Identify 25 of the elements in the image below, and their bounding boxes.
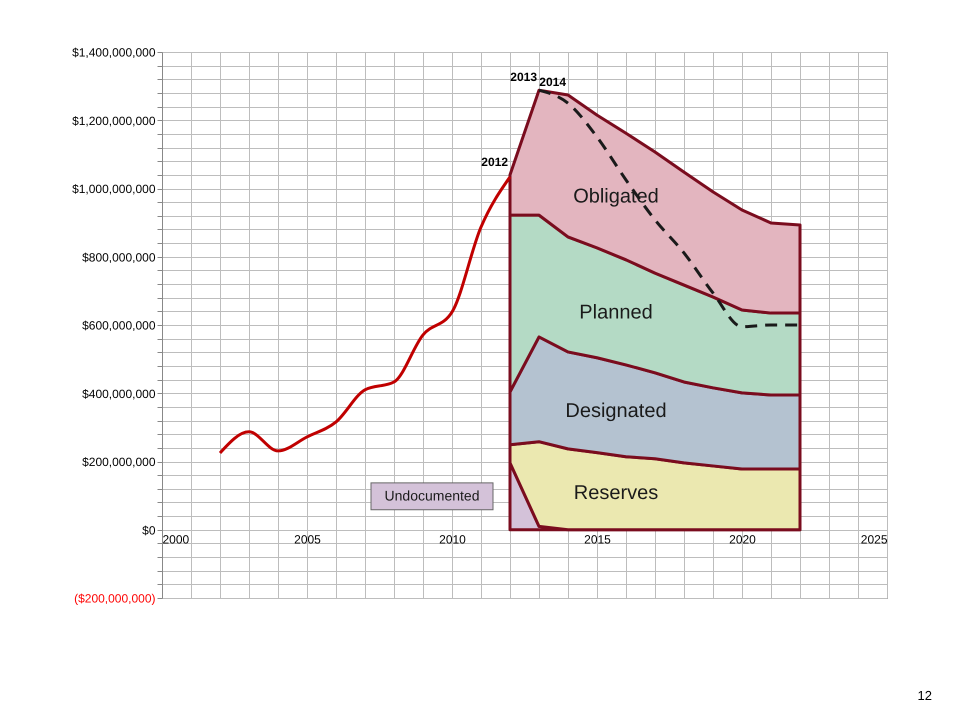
x-tick-label: 2025 — [860, 532, 888, 546]
x-tick-label: 2010 — [439, 532, 466, 546]
y-tick-label: $400,000,000 — [82, 386, 156, 401]
y-tick-label: $1,000,000,000 — [72, 182, 156, 196]
y-tick-label: $200,000,000 — [82, 455, 156, 469]
series-label: Reserves — [574, 482, 658, 504]
line-series — [218, 175, 512, 454]
x-tick-label: 2000 — [162, 532, 190, 546]
text: Undocumented — [384, 487, 480, 504]
text: 12 — [918, 688, 932, 703]
series-label: Obligated — [573, 186, 659, 208]
annotation: 2014 — [539, 74, 566, 89]
y-tick-label: $0 — [142, 523, 156, 538]
x-tick-label: 2015 — [584, 532, 612, 546]
series-label: Planned — [579, 301, 653, 324]
y-tick-label: $600,000,000 — [82, 318, 156, 332]
y-tick-label: $1,400,000,000 — [72, 46, 156, 60]
x-tick-label: 2020 — [729, 532, 756, 546]
y-tick-label: ($200,000,000) — [74, 592, 156, 606]
y-tick-label: $1,200,000,000 — [72, 114, 156, 128]
series-label: Designated — [565, 400, 667, 422]
annotation: 2013 — [510, 70, 538, 84]
annotation: 2012 — [481, 154, 508, 169]
x-tick-label: 2005 — [294, 532, 322, 546]
y-tick-label: $800,000,000 — [82, 250, 156, 264]
